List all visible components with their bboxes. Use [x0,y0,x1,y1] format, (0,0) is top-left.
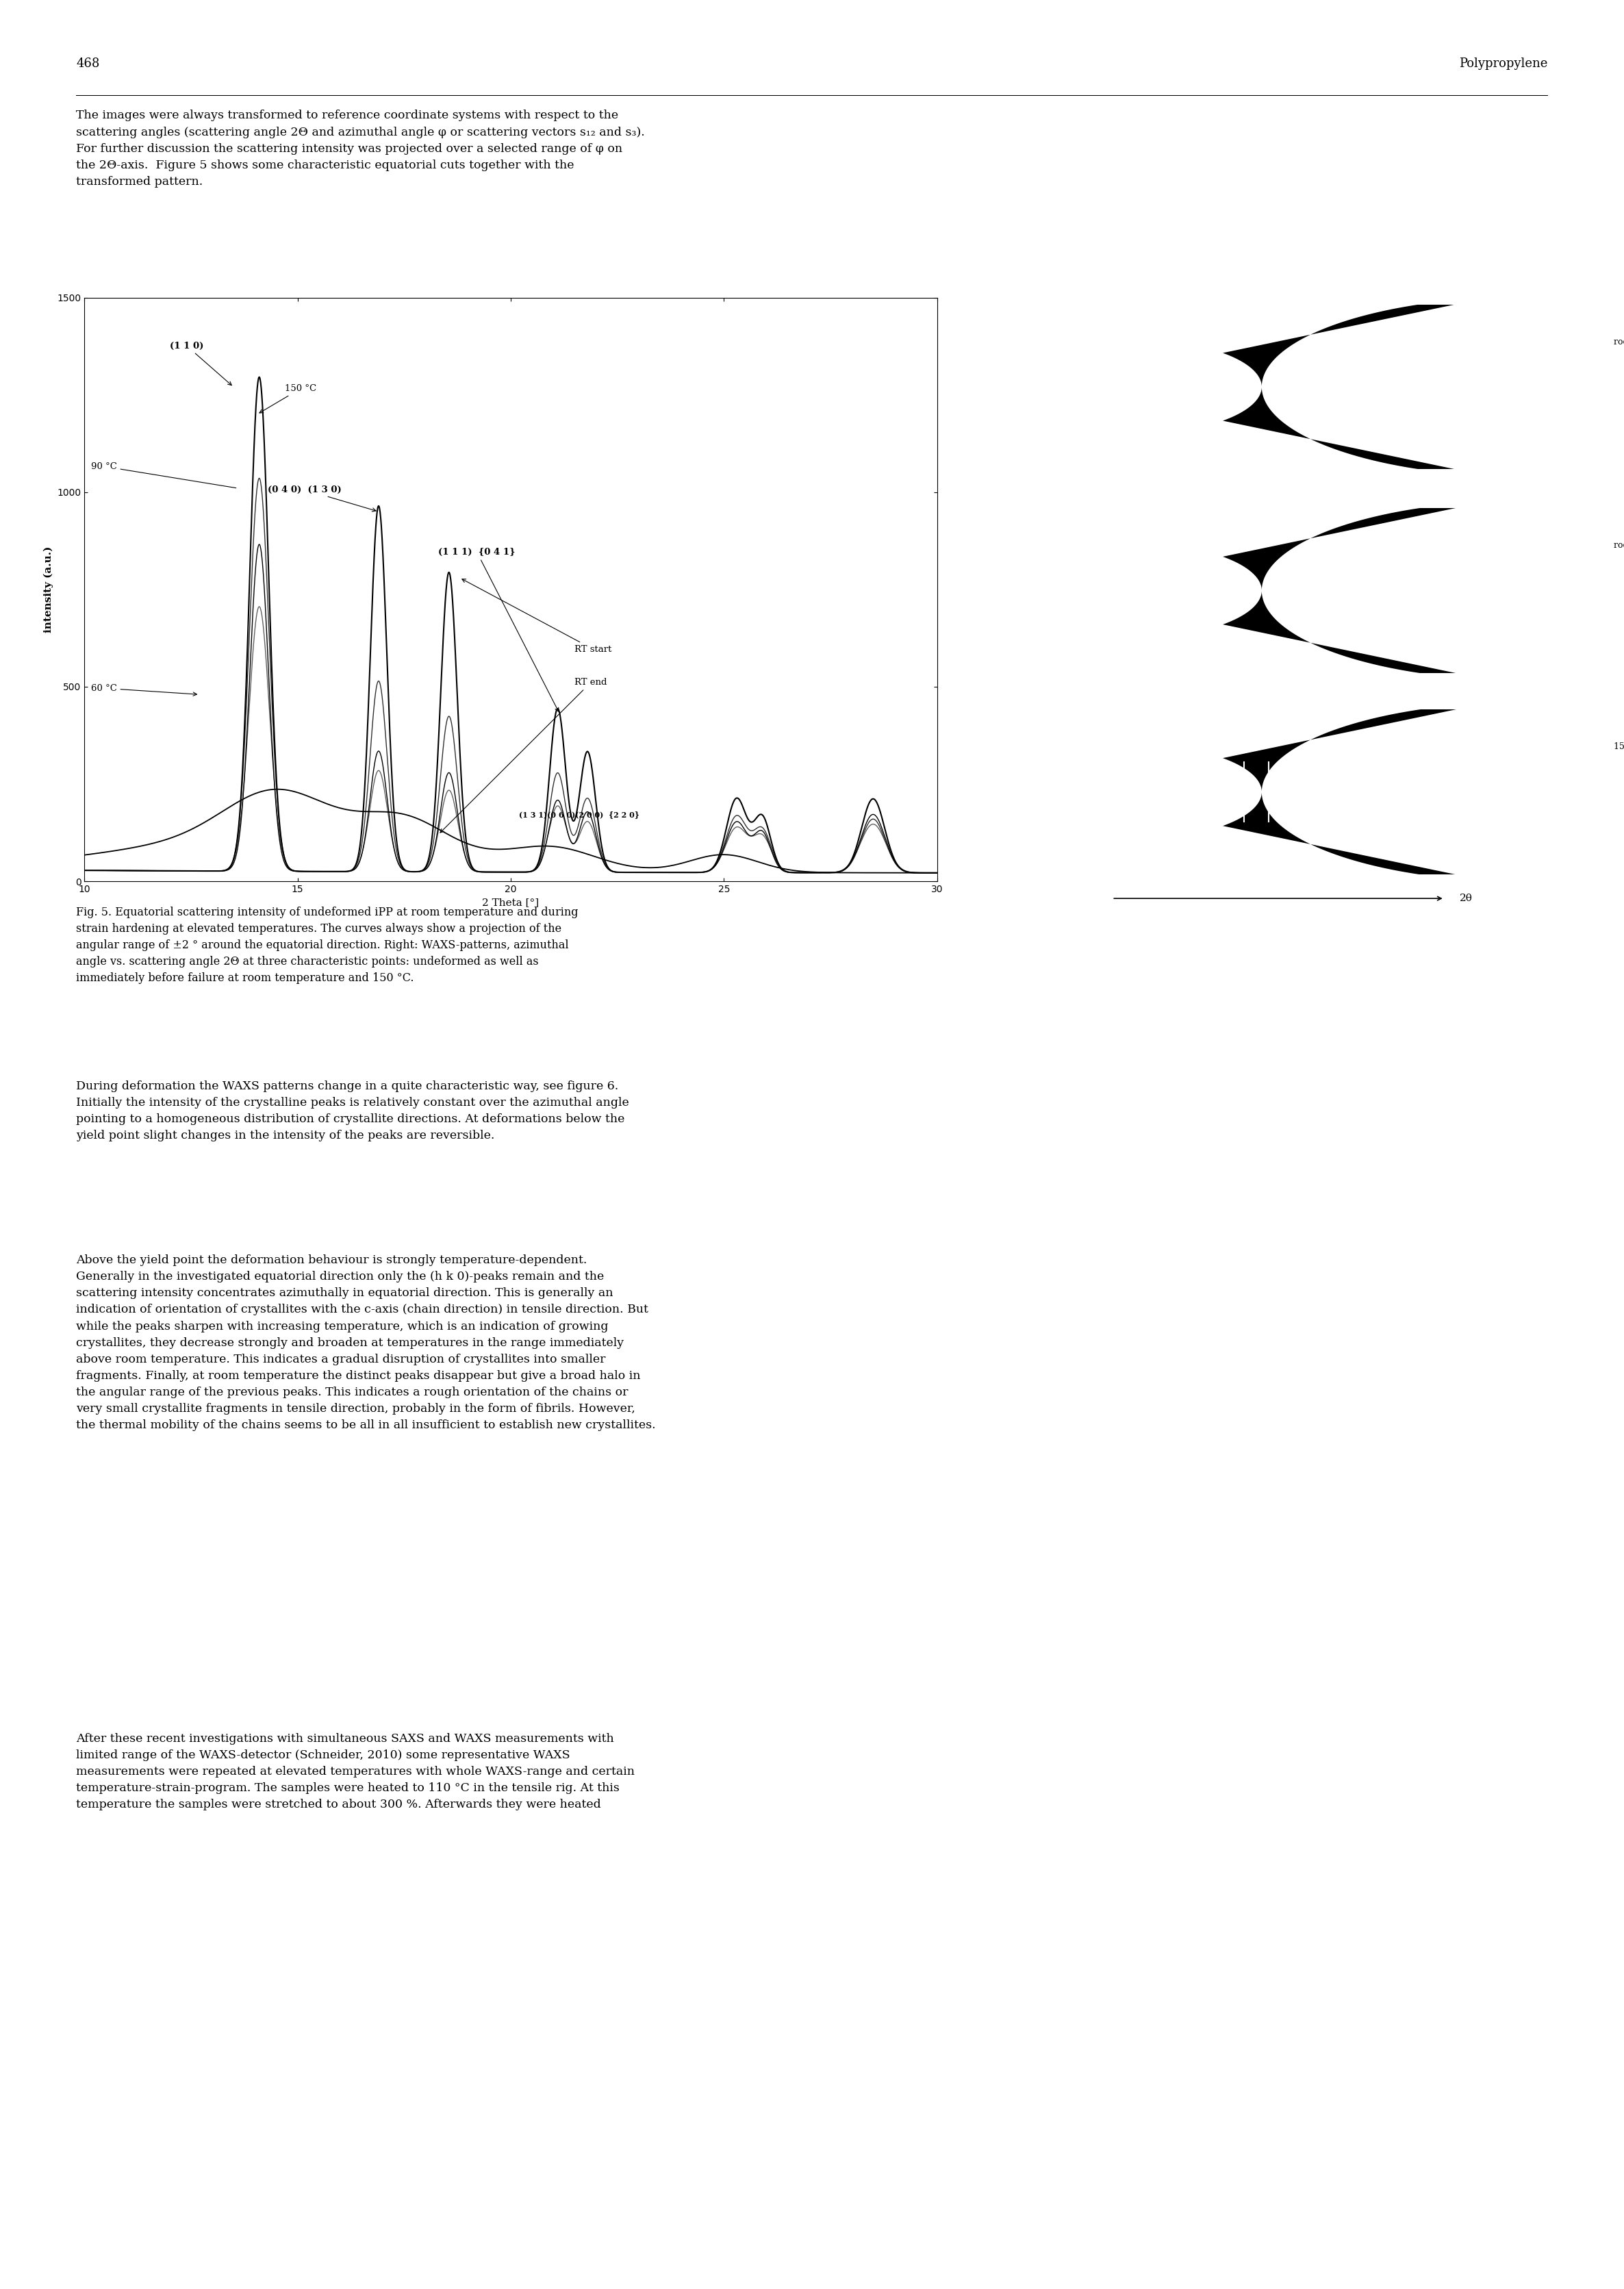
Text: 2θ: 2θ [1460,893,1473,904]
Text: RT start: RT start [461,579,612,655]
Text: Fig. 5. Equatorial scattering intensity of undeformed iPP at room temperature an: Fig. 5. Equatorial scattering intensity … [76,906,578,984]
Text: (1 1 0): (1 1 0) [171,341,232,385]
Text: After these recent investigations with simultaneous SAXS and WAXS measurements w: After these recent investigations with s… [76,1733,635,1811]
Text: room temperature final: room temperature final [1614,540,1624,549]
Text: 60 °C: 60 °C [91,684,197,696]
Y-axis label: intensity (a.u.): intensity (a.u.) [44,547,54,632]
Text: The images were always transformed to reference coordinate systems with respect : The images were always transformed to re… [76,110,645,188]
Polygon shape [1223,703,1486,881]
Text: (0 4 0)  (1 3 0): (0 4 0) (1 3 0) [268,485,375,510]
Text: RT end: RT end [440,678,607,833]
X-axis label: 2 Theta [°]: 2 Theta [°] [482,897,539,906]
Text: Above the yield point the deformation behaviour is strongly temperature-dependen: Above the yield point the deformation be… [76,1254,656,1431]
Text: 150 °C: 150 °C [260,385,317,412]
Text: During deformation the WAXS patterns change in a quite characteristic way, see f: During deformation the WAXS patterns cha… [76,1080,630,1142]
Polygon shape [1223,501,1486,680]
Text: (1 3 1)(0 6 0)(2 0 0)  {2 2 0}: (1 3 1)(0 6 0)(2 0 0) {2 2 0} [520,810,640,819]
Text: 150 deg final: 150 deg final [1614,742,1624,751]
Text: room temperature start: room temperature start [1614,336,1624,346]
Ellipse shape [1213,575,1255,607]
Text: (1 1 1)  {0 4 1}: (1 1 1) {0 4 1} [438,547,559,712]
Polygon shape [1223,298,1486,476]
Text: Polypropylene: Polypropylene [1458,57,1548,69]
Text: 90 °C: 90 °C [91,462,235,488]
Text: 468: 468 [76,57,99,69]
